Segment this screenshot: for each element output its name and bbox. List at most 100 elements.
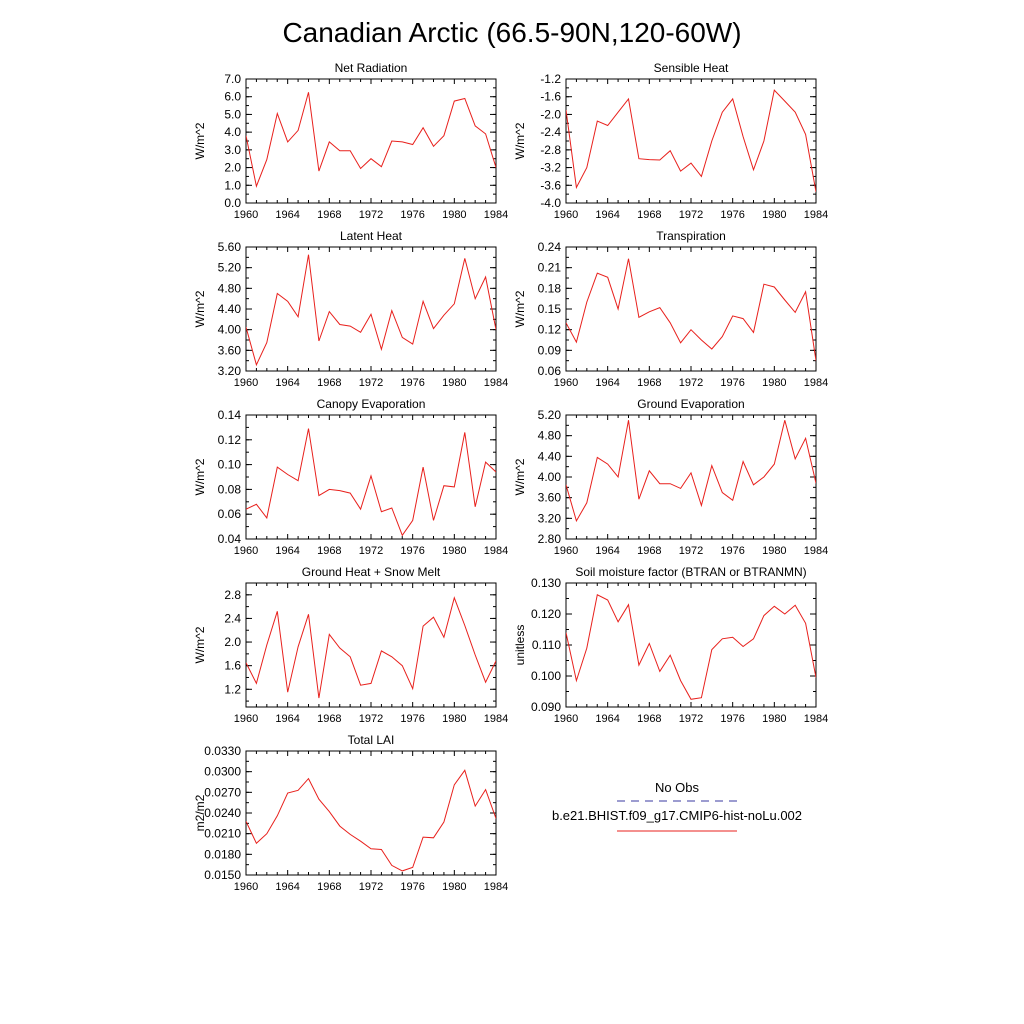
y-axis-label: W/m^2 <box>513 290 527 327</box>
panel-1: 1960 1964 1968 1972 1976 1980 1984 0.0 1.0 2.0 3.0… <box>193 61 508 221</box>
y-tick-label: 0.0240 <box>204 806 241 820</box>
x-tick-label: 1972 <box>359 881 383 893</box>
x-tick-label: 1980 <box>442 713 466 725</box>
y-tick-label: 0.06 <box>538 364 562 378</box>
y-tick-label: 0.24 <box>538 240 562 254</box>
y-tick-label: 4.80 <box>538 429 562 443</box>
panel-8: 1960 1964 1968 1972 1976 1980 1984 0.090 0.100 0.… <box>513 565 828 725</box>
y-tick-label: 5.60 <box>218 240 242 254</box>
series-line <box>246 92 496 188</box>
y-tick-label: -2.0 <box>540 107 561 121</box>
y-tick-label: -3.2 <box>540 161 561 175</box>
y-axis-label: W/m^2 <box>193 458 207 495</box>
x-tick-label: 1980 <box>442 377 466 389</box>
figure-title: Canadian Arctic (66.5-90N,120-60W) <box>282 17 741 48</box>
y-tick-label: 0.120 <box>531 607 561 621</box>
y-tick-label: -2.8 <box>540 143 561 157</box>
y-tick-label: 0.15 <box>538 302 562 316</box>
legend-label-obs: No Obs <box>655 780 700 795</box>
series-line <box>246 769 496 872</box>
x-tick-label: 1972 <box>359 209 383 221</box>
x-tick-label: 1960 <box>234 545 258 557</box>
y-tick-label: 1.2 <box>224 682 241 696</box>
panel-title: Transpiration <box>656 229 726 243</box>
x-tick-label: 1976 <box>720 713 744 725</box>
y-tick-label: 3.20 <box>538 511 562 525</box>
x-tick-label: 1984 <box>804 377 828 389</box>
y-tick-label: 0.0330 <box>204 744 241 758</box>
y-tick-label: -4.0 <box>540 196 561 210</box>
y-tick-label: 5.20 <box>538 408 562 422</box>
y-tick-label: 0.0 <box>224 196 241 210</box>
y-tick-label: 0.0150 <box>204 868 241 882</box>
y-tick-label: 2.4 <box>224 611 241 625</box>
y-tick-label: 0.0210 <box>204 827 241 841</box>
y-tick-label: -1.6 <box>540 90 561 104</box>
x-tick-label: 1984 <box>804 713 828 725</box>
x-tick-label: 1960 <box>234 881 258 893</box>
x-tick-label: 1960 <box>554 713 578 725</box>
panel-title: Net Radiation <box>335 61 408 75</box>
y-tick-label: 0.110 <box>532 638 561 652</box>
panel-6: 1960 1964 1968 1972 1976 1980 1984 2.80 3.20 3.60… <box>513 397 828 557</box>
x-tick-label: 1960 <box>234 377 258 389</box>
y-tick-label: 0.18 <box>538 281 562 295</box>
x-tick-label: 1964 <box>275 881 299 893</box>
y-tick-label: 3.60 <box>538 491 562 505</box>
y-tick-label: 3.0 <box>224 143 241 157</box>
legend: No Obs b.e21.BHIST.f09_g17.CMIP6-hist-no… <box>552 780 802 832</box>
y-tick-label: 0.14 <box>218 408 242 422</box>
y-tick-label: 5.20 <box>218 261 242 275</box>
y-tick-label: 7.0 <box>224 72 241 86</box>
panel-3: 1960 1964 1968 1972 1976 1980 1984 3.20 3.60 4.00… <box>193 229 508 389</box>
x-tick-label: 1984 <box>484 545 508 557</box>
y-tick-label: 1.6 <box>224 659 241 673</box>
x-tick-label: 1968 <box>637 377 661 389</box>
y-tick-label: 0.0180 <box>204 847 241 861</box>
x-tick-label: 1968 <box>637 545 661 557</box>
y-tick-label: 4.40 <box>538 449 562 463</box>
series-line <box>566 89 816 192</box>
x-tick-label: 1964 <box>275 713 299 725</box>
panel-2: 1960 1964 1968 1972 1976 1980 1984 -4.0 -3.6 -3.2… <box>513 61 828 221</box>
x-tick-label: 1972 <box>359 377 383 389</box>
x-tick-label: 1984 <box>484 713 508 725</box>
y-tick-label: 0.0270 <box>204 785 241 799</box>
x-tick-label: 1980 <box>442 881 466 893</box>
x-tick-label: 1980 <box>762 545 786 557</box>
x-tick-label: 1964 <box>275 545 299 557</box>
panel-title: Latent Heat <box>340 229 403 243</box>
x-tick-label: 1964 <box>595 545 619 557</box>
series-line <box>246 428 496 537</box>
x-tick-label: 1976 <box>720 377 744 389</box>
y-tick-label: 2.80 <box>538 532 562 546</box>
y-tick-label: -2.4 <box>540 125 561 139</box>
y-tick-label: 0.090 <box>531 700 561 714</box>
x-tick-label: 1964 <box>275 377 299 389</box>
x-tick-label: 1968 <box>637 209 661 221</box>
x-tick-label: 1976 <box>400 713 424 725</box>
y-tick-label: 0.12 <box>218 433 242 447</box>
x-tick-label: 1980 <box>762 713 786 725</box>
y-tick-label: 3.60 <box>218 343 242 357</box>
x-tick-label: 1972 <box>679 713 703 725</box>
x-tick-label: 1984 <box>484 377 508 389</box>
x-tick-label: 1972 <box>679 209 703 221</box>
x-tick-label: 1960 <box>234 713 258 725</box>
x-tick-label: 1984 <box>484 881 508 893</box>
panel-title: Ground Evaporation <box>637 397 744 411</box>
x-tick-label: 1972 <box>679 545 703 557</box>
y-axis-label: m2/m2 <box>193 794 207 831</box>
y-axis-label: W/m^2 <box>193 626 207 663</box>
y-axis-label: W/m^2 <box>513 458 527 495</box>
x-tick-label: 1976 <box>400 377 424 389</box>
x-tick-label: 1980 <box>762 209 786 221</box>
y-tick-label: 3.20 <box>218 364 242 378</box>
series-line <box>566 594 816 700</box>
panel-title: Sensible Heat <box>654 61 729 75</box>
x-tick-label: 1980 <box>442 209 466 221</box>
y-tick-label: 4.00 <box>218 323 242 337</box>
y-tick-label: 1.0 <box>224 178 241 192</box>
